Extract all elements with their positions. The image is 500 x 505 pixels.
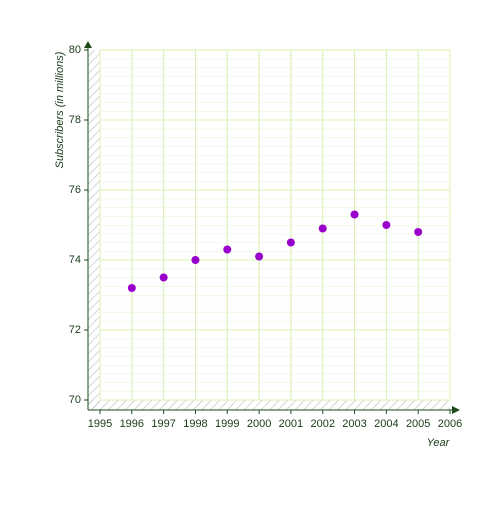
x-tick-label: 1998 bbox=[183, 418, 207, 430]
point bbox=[255, 252, 264, 261]
x-tick-label: 1996 bbox=[120, 418, 144, 430]
x-tick-label: 2004 bbox=[374, 418, 398, 430]
y-axis-band bbox=[88, 50, 100, 410]
point bbox=[382, 221, 391, 229]
minor-grid bbox=[100, 50, 450, 400]
x-axis-band bbox=[88, 400, 450, 410]
point bbox=[318, 224, 327, 233]
x-axis-label: Year bbox=[427, 437, 451, 449]
y-tick-label: 80 bbox=[69, 44, 81, 56]
x-tick-label: 2001 bbox=[279, 418, 303, 430]
x-tick-label: 2002 bbox=[310, 418, 334, 430]
point bbox=[127, 284, 136, 292]
x-tick-label: 1999 bbox=[215, 418, 239, 430]
x-tick-label: 1997 bbox=[151, 418, 175, 430]
y-arrow bbox=[84, 41, 92, 48]
y-tick-label: 70 bbox=[69, 394, 81, 406]
y-tick-label: 76 bbox=[69, 184, 81, 196]
point bbox=[223, 245, 232, 254]
x-arrow bbox=[452, 406, 460, 414]
y-axis-label: Subscribers (in millions) bbox=[54, 51, 66, 168]
x-tick-label: 2005 bbox=[406, 418, 430, 430]
point bbox=[350, 210, 359, 219]
point bbox=[159, 273, 168, 282]
point bbox=[414, 228, 423, 236]
x-tick-label: 1995 bbox=[88, 418, 112, 430]
point bbox=[191, 256, 200, 264]
point bbox=[286, 238, 295, 247]
x-tick-label: 2003 bbox=[342, 418, 366, 430]
x-tick-label: 2000 bbox=[247, 418, 271, 430]
x-tick-label: 2006 bbox=[438, 418, 462, 430]
y-tick-label: 78 bbox=[69, 114, 81, 126]
y-tick-label: 74 bbox=[69, 254, 81, 266]
y-tick-label: 72 bbox=[69, 324, 81, 336]
